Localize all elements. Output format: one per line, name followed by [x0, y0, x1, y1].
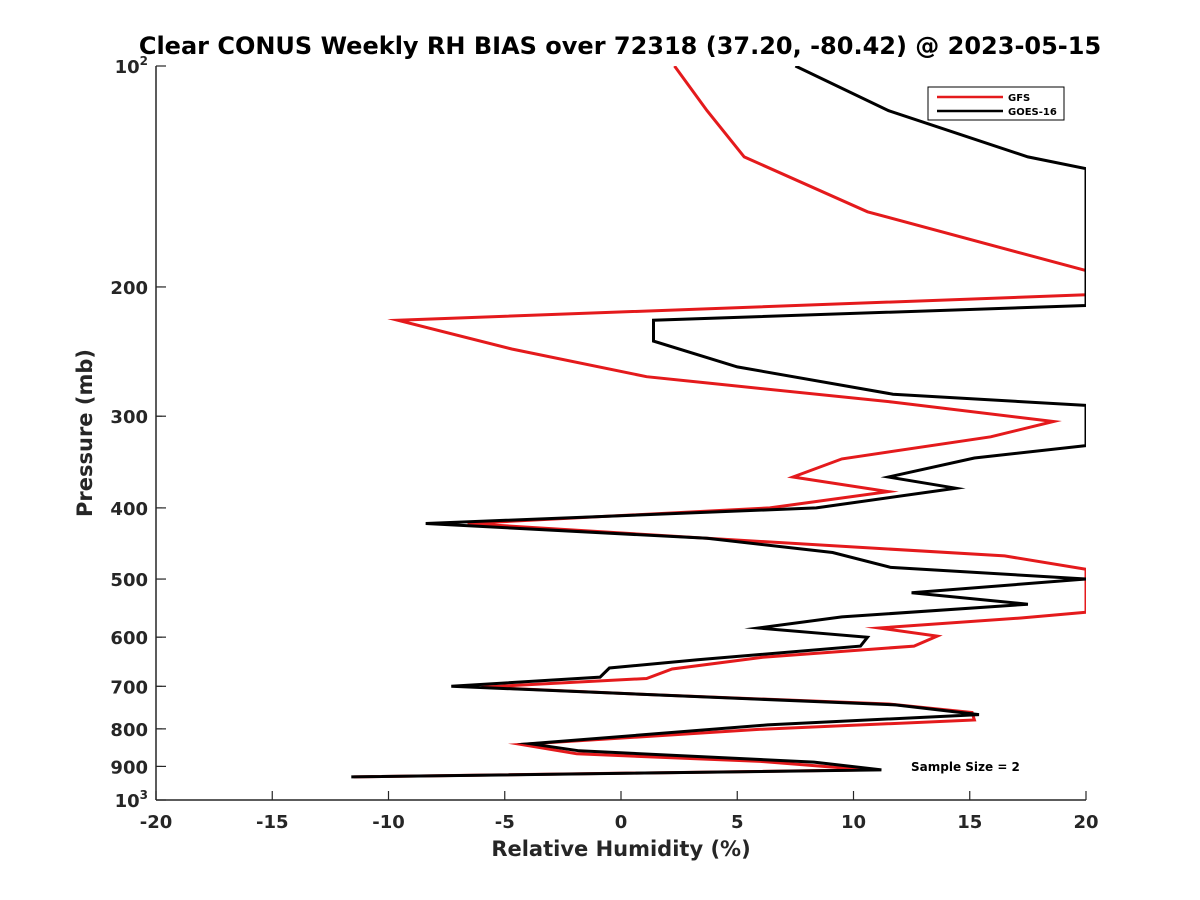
x-tick-label: -5 [495, 812, 515, 833]
y-tick-label: 800 [110, 720, 148, 741]
axes-group: -20 -15 -10 -5 0 5 10 15 20 102 200 300 400 500 600 700… [110, 54, 1098, 833]
legend-label-gfs: GFS [1008, 93, 1030, 104]
legend-label-goes-16: GOES-16 [1008, 107, 1057, 118]
plot-area: -20 -15 -10 -5 0 5 10 15 20 102 200 300 400 500 600 700… [110, 54, 1098, 833]
y-tick-label: 200 [110, 278, 148, 299]
x-tick-label: 5 [731, 812, 744, 833]
x-tick-label: 0 [615, 812, 628, 833]
x-tick-label: 15 [957, 812, 982, 833]
chart-title: Clear CONUS Weekly RH BIAS over 72318 (3… [139, 32, 1101, 60]
x-tick-label: -10 [372, 812, 405, 833]
x-tick-label: 20 [1073, 812, 1098, 833]
y-tick-label: 500 [110, 570, 148, 591]
series-line-goes-16 [351, 66, 1086, 779]
series-group [351, 66, 1086, 779]
x-tick-label: 10 [841, 812, 866, 833]
y-tick-label: 700 [110, 677, 148, 698]
y-tick-label: 300 [110, 407, 148, 428]
sample-size-annotation: Sample Size = 2 [911, 760, 1020, 774]
y-tick-label: 900 [110, 757, 148, 778]
y-tick-label: 103 [115, 788, 148, 812]
x-tick-label: -20 [140, 812, 173, 833]
x-axis-label: Relative Humidity (%) [491, 837, 750, 861]
legend-items: GFS GOES-16 [937, 93, 1057, 118]
y-tick-label: 400 [110, 499, 148, 520]
series-line-gfs [353, 66, 1086, 779]
y-tick-label: 600 [110, 628, 148, 649]
legend-box [927, 86, 1065, 121]
legend: GFS GOES-16 [927, 86, 1065, 121]
y-axis-label: Pressure (mb) [73, 349, 97, 517]
x-tick-label: -15 [256, 812, 289, 833]
y-tick-label: 102 [115, 54, 148, 78]
